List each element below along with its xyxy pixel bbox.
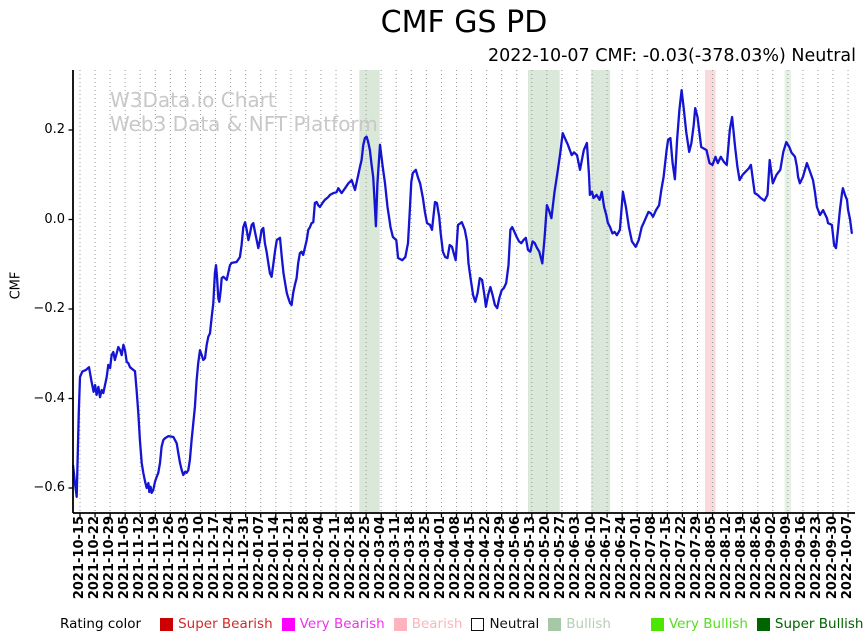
x-tick-label: 2022-03-11 bbox=[387, 516, 403, 600]
x-tick-label: 2021-10-15 bbox=[71, 516, 87, 600]
x-tick-label: 2021-12-10 bbox=[191, 516, 207, 600]
legend-swatch bbox=[281, 617, 295, 631]
rating-band bbox=[528, 70, 560, 513]
legend-swatch bbox=[548, 617, 562, 631]
legend-item-neutral: Neutral bbox=[471, 616, 539, 632]
legend-item-very-bullish: Very Bullish bbox=[650, 616, 748, 632]
watermark-line2: Web3 Data & NFT Platform bbox=[110, 112, 378, 136]
cmf-line bbox=[71, 89, 853, 499]
x-tick-label: 2022-02-04 bbox=[312, 516, 328, 600]
x-tick-label: 2022-07-08 bbox=[643, 516, 659, 600]
x-tick-label: 2021-10-22 bbox=[86, 516, 102, 600]
rating-band bbox=[704, 70, 716, 513]
x-tick-label: 2021-12-17 bbox=[207, 516, 223, 600]
x-tick-label: 2022-07-22 bbox=[673, 516, 689, 600]
x-tick-label: 2021-11-26 bbox=[161, 516, 177, 600]
legend-label: Super Bearish bbox=[178, 616, 273, 632]
x-tick-label: 2022-05-06 bbox=[508, 516, 524, 600]
x-tick-label: 2021-11-05 bbox=[116, 516, 132, 600]
rating-band bbox=[784, 70, 792, 513]
x-tick-label: 2022-04-01 bbox=[432, 516, 448, 600]
x-tick-label: 2022-09-09 bbox=[779, 516, 795, 600]
rating-legend: Rating color Super Bearish Very Bearish Be… bbox=[60, 616, 863, 632]
x-tick-label: 2021-11-12 bbox=[131, 516, 147, 600]
watermark-line1: W3Data.io Chart bbox=[110, 88, 276, 112]
x-tick-label: 2022-01-28 bbox=[297, 516, 313, 600]
x-tick-label: 2022-09-16 bbox=[794, 516, 810, 600]
legend-items: Super Bearish Very Bearish Bearish Neutral B… bbox=[151, 616, 863, 632]
y-tick-label: −0.2 bbox=[33, 301, 65, 316]
y-tick-label: −0.4 bbox=[33, 390, 65, 406]
x-tick-label: 2022-09-02 bbox=[764, 516, 780, 600]
legend-item-bearish: Bearish bbox=[393, 616, 463, 632]
x-tick-label: 2022-05-13 bbox=[523, 516, 539, 600]
legend-swatch bbox=[471, 617, 485, 631]
x-tick-label: 2022-03-04 bbox=[372, 516, 388, 600]
x-tick-label: 2021-12-03 bbox=[176, 516, 192, 600]
x-tick-label: 2022-05-20 bbox=[538, 516, 554, 600]
x-tick-label: 2022-07-15 bbox=[658, 516, 674, 600]
x-tick-label: 2022-01-21 bbox=[282, 516, 298, 600]
legend-label: Bearish bbox=[411, 616, 463, 632]
page-title: CMF GS PD bbox=[380, 5, 548, 40]
x-tick-label: 2022-06-10 bbox=[583, 516, 599, 600]
x-tick-label: 2022-07-29 bbox=[688, 516, 704, 600]
legend-swatch bbox=[650, 617, 664, 631]
y-tick-label: −0.6 bbox=[33, 480, 65, 495]
x-tick-label: 2022-08-26 bbox=[749, 516, 765, 600]
x-tick-label: 2022-04-15 bbox=[463, 516, 479, 600]
x-tick-label: 2022-08-12 bbox=[719, 516, 735, 600]
legend-item-bullish: Bullish bbox=[548, 616, 611, 632]
x-tick-label: 2022-06-17 bbox=[598, 516, 614, 600]
legend-swatch bbox=[756, 617, 770, 631]
legend-label: Bullish bbox=[566, 616, 611, 632]
x-tick-label: 2022-06-24 bbox=[613, 516, 629, 600]
x-tick-label: 2022-03-18 bbox=[402, 516, 418, 600]
legend-item-very-bearish: Very Bearish bbox=[281, 616, 385, 632]
x-tick-label: 2022-02-25 bbox=[357, 516, 373, 600]
x-tick-label: 2022-10-07 bbox=[839, 516, 855, 600]
legend-label: Super Bullish bbox=[774, 616, 864, 632]
legend-swatch bbox=[393, 617, 407, 631]
y-axis-title: CMF bbox=[8, 271, 24, 300]
x-tick-label: 2022-02-18 bbox=[342, 516, 358, 600]
legend-label: Very Bullish bbox=[668, 616, 748, 632]
legend-title: Rating color bbox=[60, 616, 142, 632]
x-tick-label: 2022-09-23 bbox=[809, 516, 825, 600]
x-tick-label: 2022-06-03 bbox=[568, 516, 584, 600]
x-tick-label: 2022-02-11 bbox=[327, 516, 343, 600]
x-tick-label: 2022-07-01 bbox=[628, 516, 644, 600]
x-tick-label: 2021-12-24 bbox=[222, 516, 238, 600]
x-tick-label: 2022-04-08 bbox=[448, 516, 463, 600]
legend-label: Very Bearish bbox=[299, 616, 385, 632]
chart-subtitle: 2022-10-07 CMF: -0.03(-378.03%) Neutral bbox=[487, 46, 856, 66]
y-tick-label: 0.0 bbox=[44, 211, 65, 227]
y-tick-label: 0.2 bbox=[44, 122, 65, 137]
rating-band bbox=[591, 70, 611, 513]
x-tick-label: 2022-09-30 bbox=[824, 516, 840, 600]
x-tick-label: 2021-11-19 bbox=[146, 516, 162, 600]
x-tick-label: 2022-04-29 bbox=[493, 516, 509, 600]
legend-item-super-bullish: Super Bullish bbox=[756, 616, 864, 632]
watermark: W3Data.io Chart Web3 Data & NFT Platform bbox=[110, 88, 378, 136]
rating-band bbox=[359, 70, 380, 513]
x-tick-label: 2021-10-29 bbox=[101, 516, 117, 600]
legend-swatch bbox=[160, 617, 174, 631]
x-tick-label: 2022-01-14 bbox=[267, 516, 283, 600]
legend-label: Neutral bbox=[489, 616, 540, 632]
x-tick-label: 2022-08-05 bbox=[704, 516, 720, 600]
legend-item-super-bearish: Super Bearish bbox=[160, 616, 273, 632]
x-tick-label: 2022-03-25 bbox=[417, 516, 433, 600]
x-tick-label: 2022-05-27 bbox=[553, 516, 569, 600]
x-tick-label: 2022-04-22 bbox=[478, 516, 494, 600]
x-tick-label: 2022-01-07 bbox=[252, 516, 268, 600]
x-tick-label: 2021-12-31 bbox=[237, 516, 253, 600]
x-tick-label: 2022-08-19 bbox=[734, 516, 750, 600]
